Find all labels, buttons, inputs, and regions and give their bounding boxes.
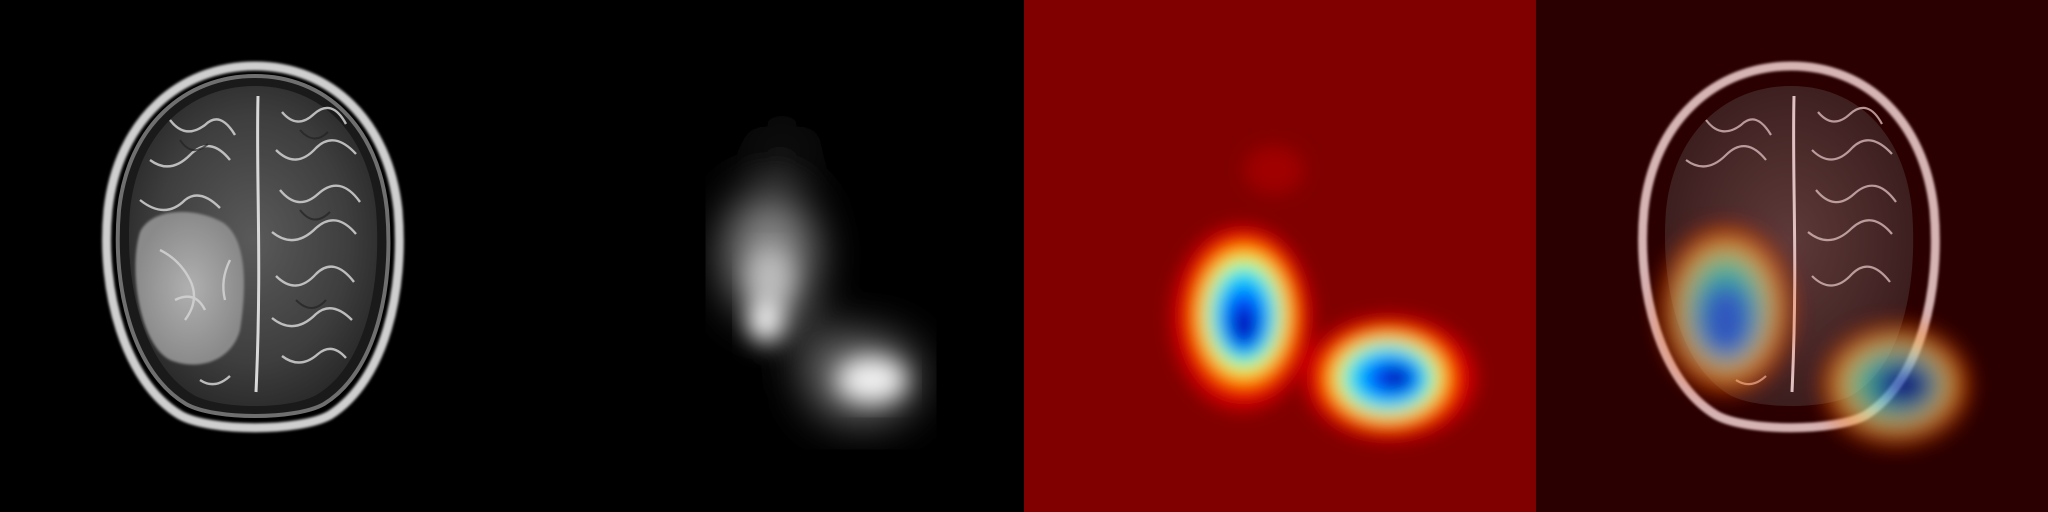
overlay-panel bbox=[1536, 0, 2048, 512]
mri-image bbox=[0, 0, 512, 512]
heatmap-panel bbox=[1024, 0, 1536, 512]
mri-panel bbox=[0, 0, 512, 512]
overlay-image bbox=[1536, 0, 2048, 512]
heatmap-image bbox=[1024, 0, 1536, 512]
mask-image bbox=[512, 0, 1024, 512]
mask-panel bbox=[512, 0, 1024, 512]
